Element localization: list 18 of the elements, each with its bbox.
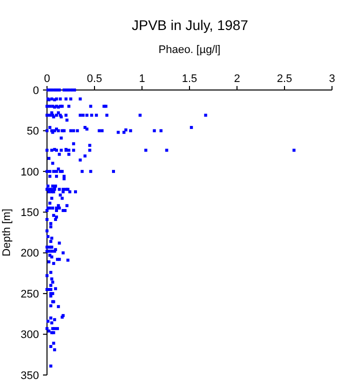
x-tick-label: 2 bbox=[234, 73, 240, 85]
x-tick-label: 1.5 bbox=[182, 73, 198, 85]
x-tick-label: 0 bbox=[44, 73, 50, 85]
y-tick-label: 0 bbox=[32, 84, 39, 97]
chart-title: JPVB in July, 1987 bbox=[132, 17, 248, 33]
y-tick-label: 300 bbox=[20, 329, 39, 342]
x-tick-label: 0.5 bbox=[86, 73, 102, 85]
x-axis-title: Phaeo. [µg/l] bbox=[158, 44, 220, 56]
x-tick-label: 3 bbox=[328, 73, 336, 85]
x-tick-label: 2.5 bbox=[276, 73, 292, 85]
y-axis-title: Depth [m] bbox=[1, 208, 13, 256]
y-tick-label: 150 bbox=[20, 206, 39, 219]
y-tick-label: 250 bbox=[20, 288, 39, 300]
y-tick-label: 100 bbox=[20, 166, 39, 178]
y-tick-label: 350 bbox=[20, 370, 39, 382]
x-tick-label: 1 bbox=[138, 73, 146, 85]
y-tick-label: 50 bbox=[26, 126, 39, 138]
y-tick-label: 200 bbox=[20, 248, 39, 260]
